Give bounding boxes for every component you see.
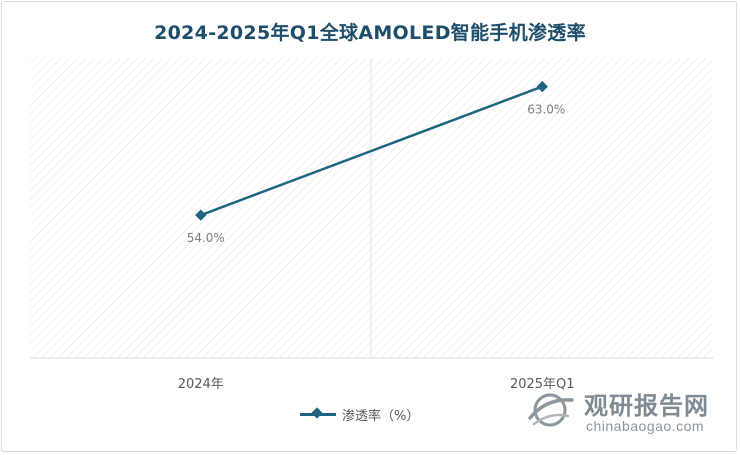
x-tick-label: 2024年 — [178, 377, 224, 392]
legend: 渗透率（%） — [300, 404, 419, 424]
watermark-brand-cn: 观研报告网 — [584, 392, 709, 420]
watermark-brand-en: chinabaogao.com — [586, 418, 705, 434]
x-tick-label: 2025年Q1 — [510, 377, 575, 392]
data-label: 63.0% — [527, 103, 565, 117]
data-label: 54.0% — [187, 231, 225, 245]
series-line — [200, 85, 543, 217]
chart-title: 2024-2025年Q1全球AMOLED智能手机渗透率 — [154, 22, 586, 44]
globe-swoosh-icon — [528, 393, 574, 427]
legend-line-marker — [300, 407, 336, 421]
data-point-marker — [195, 209, 207, 221]
legend-label: 渗透率（%） — [342, 408, 420, 424]
watermark-logo: 观研报告网 chinabaogao.com — [526, 384, 732, 440]
